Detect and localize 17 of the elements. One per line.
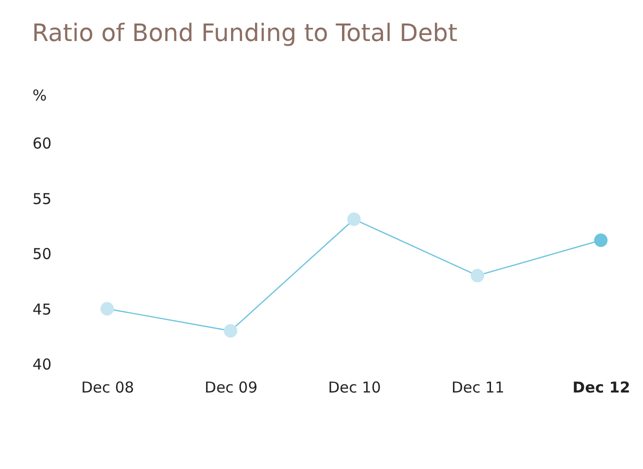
y-tick-label: 50 [32, 245, 52, 263]
point [470, 268, 484, 282]
x-tick-label: Dec 08 [81, 378, 134, 396]
y-tick-label: 45 [32, 300, 52, 318]
y-tick-label: 55 [32, 190, 52, 208]
point [224, 324, 238, 338]
chart-title: Ratio of Bond Funding to Total Debt [32, 19, 458, 47]
x-tick-label: Dec 12 [572, 378, 630, 396]
point [100, 302, 114, 316]
point [347, 212, 361, 226]
x-tick-label: Dec 09 [204, 378, 258, 396]
y-tick-label: 60 [32, 134, 52, 152]
y-axis-title: % [32, 86, 47, 104]
point [594, 234, 608, 247]
x-tick-label: Dec 10 [328, 378, 381, 396]
x-tick-label: Dec 11 [451, 378, 504, 396]
y-tick-label: 40 [32, 356, 52, 374]
